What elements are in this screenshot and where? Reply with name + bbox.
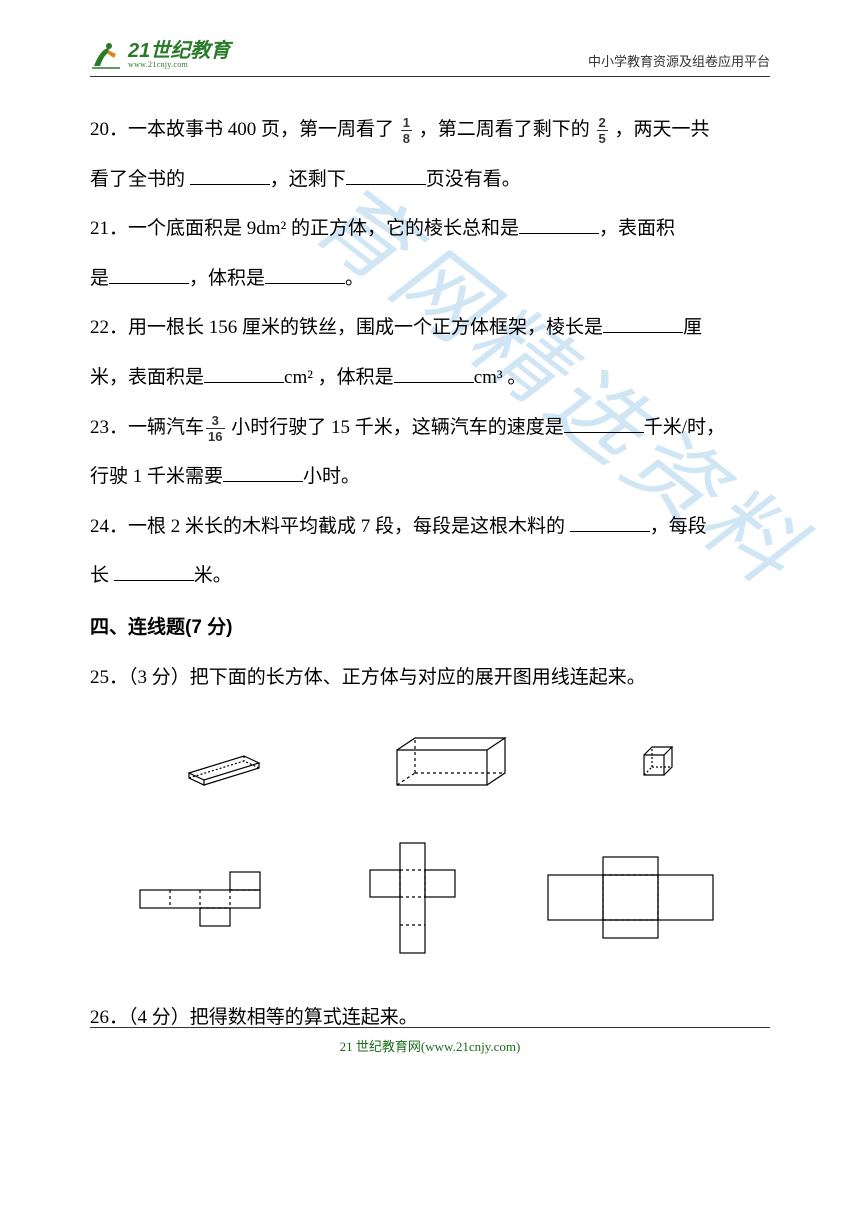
blank — [519, 215, 599, 234]
q20-e: ，还剩下 — [270, 169, 346, 190]
q23-e: 小时。 — [303, 466, 360, 487]
blank — [603, 314, 683, 333]
blank — [223, 463, 303, 482]
q21-d: ，体积是 — [189, 268, 265, 289]
question-22-line2: 米，表面积是 cm² ，体积是 cm³ 。 — [90, 355, 770, 401]
q23-c: 千米/时， — [644, 417, 725, 438]
section-4-heading: 四、连线题(7 分) — [90, 605, 770, 651]
blank — [564, 414, 644, 433]
question-24-line2: 长 米。 — [90, 553, 770, 599]
question-21-line2: 是 ，体积是 。 — [90, 256, 770, 302]
fraction-1-8: 18 — [401, 116, 412, 145]
q22-e: cm³ 。 — [474, 367, 527, 388]
blank — [190, 166, 270, 185]
q20-c: ，两天一共 — [610, 119, 710, 140]
header: 21世纪教育 www.21cnjy.com 中小学教育资源及组卷应用平台 — [90, 40, 770, 77]
q24-b: ，每段 — [650, 516, 707, 537]
q23-num: 23． — [90, 417, 128, 438]
q22-c: 米，表面积是 — [90, 367, 204, 388]
blank — [109, 265, 189, 284]
q23-d: 行驶 1 千米需要 — [90, 466, 223, 487]
q21-a: 一个底面积是 9dm² 的正方体，它的棱长总和是 — [128, 218, 519, 239]
blank — [394, 364, 474, 383]
q23-a: 一辆汽车 — [128, 417, 204, 438]
footer: 21 世纪教育网(www.21cnjy.com) — [90, 1027, 770, 1055]
q20-f: 页没有看。 — [426, 169, 521, 190]
net-L-shape — [132, 855, 292, 945]
q25-text: （3 分）把下面的长方体、正方体与对应的展开图用线连起来。 — [128, 667, 646, 688]
q22-a: 用一根长 156 厘米的铁丝，围成一个正方体框架，棱长是 — [128, 317, 603, 338]
question-22: 22．用一根长 156 厘米的铁丝，围成一个正方体框架，棱长是 厘 — [90, 305, 770, 351]
fraction-2-5: 25 — [597, 116, 608, 145]
question-20-line2: 看了全书的 ，还剩下 页没有看。 — [90, 157, 770, 203]
question-25: 25．（3 分）把下面的长方体、正方体与对应的展开图用线连起来。 — [90, 655, 770, 701]
net-cross-shape — [355, 835, 475, 965]
blank — [265, 265, 345, 284]
q26-text: （4 分）把得数相等的算式连起来。 — [128, 1007, 418, 1028]
blank — [204, 364, 284, 383]
q22-num: 22． — [90, 317, 128, 338]
q24-d: 米。 — [194, 565, 232, 586]
solid-wide-cuboid — [387, 730, 517, 795]
blank — [114, 562, 194, 581]
q23-b: 小时行驶了 15 千米，这辆汽车的速度是 — [227, 417, 564, 438]
logo-main: 21世纪教育 — [128, 41, 230, 61]
question-21: 21．一个底面积是 9dm² 的正方体，它的棱长总和是 ，表面积 — [90, 206, 770, 252]
solid-narrow-cuboid — [179, 738, 269, 788]
figure-row-nets — [90, 825, 770, 975]
q20-a: 一本故事书 400 页，第一周看了 — [128, 119, 399, 140]
question-23: 23．一辆汽车316 小时行驶了 15 千米，这辆汽车的速度是 千米/时， — [90, 405, 770, 451]
q24-num: 24． — [90, 516, 128, 537]
question-23-line2: 行驶 1 千米需要 小时。 — [90, 454, 770, 500]
logo-sub: www.21cnjy.com — [128, 61, 230, 69]
fraction-3-16: 316 — [206, 414, 224, 443]
logo-area: 21世纪教育 www.21cnjy.com — [90, 40, 230, 70]
figure-row-solids — [90, 720, 770, 805]
page: 21世纪教育 www.21cnjy.com 中小学教育资源及组卷应用平台 20．… — [0, 0, 860, 1105]
q21-num: 21． — [90, 218, 128, 239]
question-20: 20．一本故事书 400 页，第一周看了 18 ，第二周看了剩下的 25 ，两天… — [90, 107, 770, 153]
q26-num: 26． — [90, 1007, 128, 1028]
q24-a: 一根 2 米长的木料平均截成 7 段，每段是这根木料的 — [128, 516, 570, 537]
q20-d: 看了全书的 — [90, 169, 190, 190]
content: 20．一本故事书 400 页，第一周看了 18 ，第二周看了剩下的 25 ，两天… — [90, 107, 770, 1041]
q21-c: 是 — [90, 268, 109, 289]
q20-num: 20． — [90, 119, 128, 140]
logo-icon — [90, 40, 122, 70]
q21-e: 。 — [345, 268, 364, 289]
blank — [570, 513, 650, 532]
solid-small-cube — [636, 740, 681, 785]
blank — [346, 166, 426, 185]
logo-text-wrap: 21世纪教育 www.21cnjy.com — [128, 41, 230, 69]
q24-c: 长 — [90, 565, 114, 586]
q20-b: ，第二周看了剩下的 — [414, 119, 595, 140]
q25-num: 25． — [90, 667, 128, 688]
net-T-rect-shape — [538, 845, 728, 955]
q22-d: cm² ，体积是 — [284, 367, 394, 388]
header-right-text: 中小学教育资源及组卷应用平台 — [588, 51, 770, 70]
question-24: 24．一根 2 米长的木料平均截成 7 段，每段是这根木料的 ，每段 — [90, 504, 770, 550]
q22-b: 厘 — [683, 317, 702, 338]
q21-b: ，表面积 — [599, 218, 675, 239]
